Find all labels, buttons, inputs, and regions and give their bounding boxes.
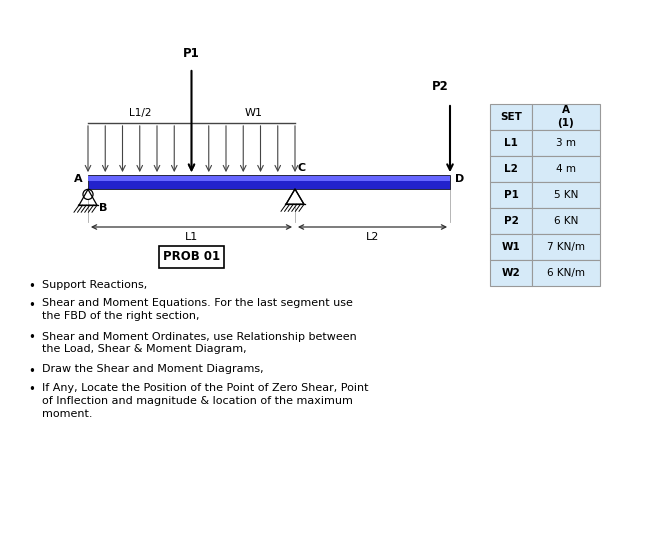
Text: A: A <box>562 105 570 115</box>
Text: L2: L2 <box>504 164 518 174</box>
Bar <box>490 208 532 234</box>
Text: Shear and Moment Equations. For the last segment use
the FBD of the right sectio: Shear and Moment Equations. For the last… <box>42 299 353 321</box>
Circle shape <box>83 189 93 199</box>
Text: •: • <box>28 280 35 293</box>
Text: 4 m: 4 m <box>556 164 576 174</box>
Polygon shape <box>286 189 304 204</box>
Text: W1: W1 <box>502 242 520 252</box>
Bar <box>532 182 600 208</box>
Text: Shear and Moment Ordinates, use Relationship between
the Load, Shear & Moment Di: Shear and Moment Ordinates, use Relation… <box>42 332 357 354</box>
Bar <box>532 234 600 260</box>
Bar <box>532 104 600 130</box>
Text: P2: P2 <box>432 80 448 93</box>
Text: W2: W2 <box>502 268 520 278</box>
Text: L1: L1 <box>185 232 198 242</box>
Bar <box>490 130 532 156</box>
Bar <box>88 175 450 189</box>
Text: 5 KN: 5 KN <box>554 190 578 200</box>
Text: B: B <box>98 203 107 213</box>
Text: Draw the Shear and Moment Diagrams,: Draw the Shear and Moment Diagrams, <box>42 365 264 375</box>
Bar <box>490 104 532 130</box>
Text: P1: P1 <box>183 47 200 60</box>
Bar <box>490 260 532 286</box>
Text: SET: SET <box>500 112 522 122</box>
Bar <box>532 156 600 182</box>
Text: •: • <box>28 299 35 312</box>
Text: If Any, Locate the Position of the Point of Zero Shear, Point
of Inflection and : If Any, Locate the Position of the Point… <box>42 383 369 418</box>
Text: A: A <box>75 174 83 184</box>
Text: P1: P1 <box>503 190 518 200</box>
Text: 3 m: 3 m <box>556 138 576 148</box>
Text: PROB 01: PROB 01 <box>163 250 220 263</box>
Text: 6 KN: 6 KN <box>554 216 578 226</box>
Text: •: • <box>28 383 35 396</box>
Text: L2: L2 <box>366 232 379 242</box>
Bar <box>532 260 600 286</box>
Bar <box>490 156 532 182</box>
Text: L1: L1 <box>504 138 518 148</box>
Text: (1): (1) <box>558 118 574 128</box>
Text: Support Reactions,: Support Reactions, <box>42 280 147 290</box>
Text: •: • <box>28 365 35 377</box>
Text: 7 KN/m: 7 KN/m <box>547 242 585 252</box>
Bar <box>532 208 600 234</box>
Text: •: • <box>28 332 35 345</box>
Text: P2: P2 <box>503 216 518 226</box>
Bar <box>532 130 600 156</box>
Bar <box>88 176 450 181</box>
Text: W1: W1 <box>244 108 262 118</box>
Text: D: D <box>455 174 464 184</box>
Text: C: C <box>298 163 306 173</box>
Text: 6 KN/m: 6 KN/m <box>547 268 585 278</box>
Bar <box>490 182 532 208</box>
Text: L1/2: L1/2 <box>128 108 151 118</box>
Bar <box>490 234 532 260</box>
